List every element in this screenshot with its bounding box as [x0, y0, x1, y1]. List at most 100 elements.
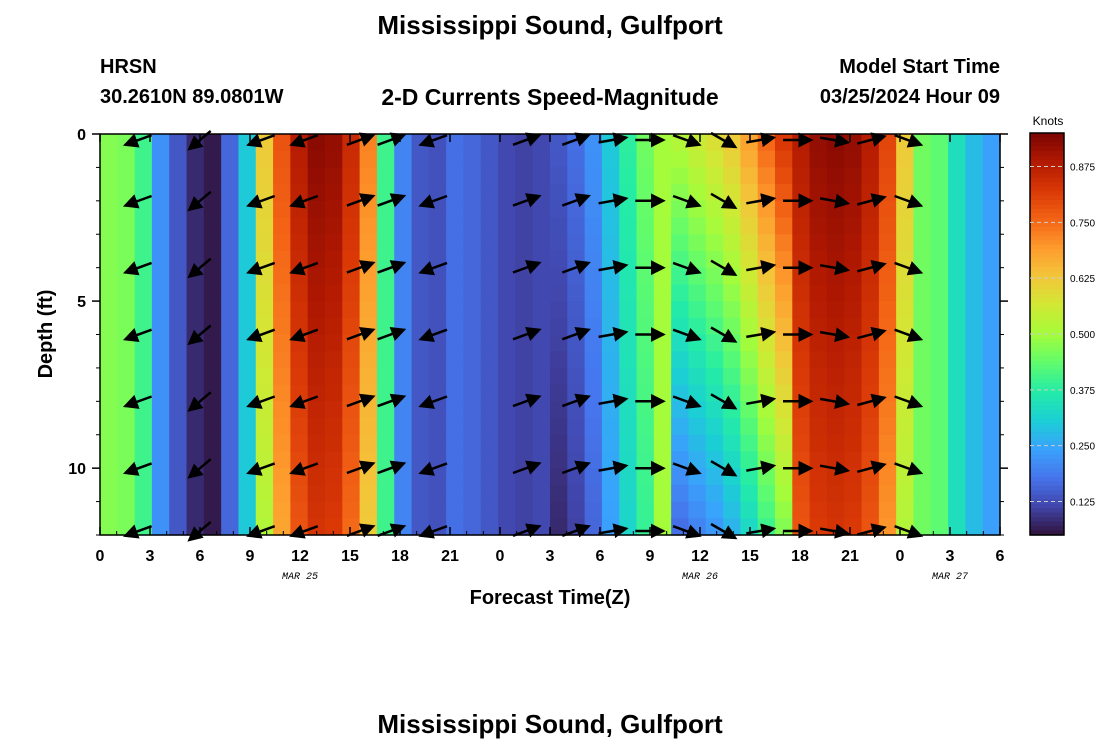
heatmap-cell	[151, 518, 170, 536]
heatmap-cell	[705, 267, 724, 285]
heatmap-cell	[498, 334, 516, 352]
heatmap-cell	[394, 401, 413, 419]
heatmap-cell	[411, 150, 430, 169]
heatmap-cell	[757, 501, 776, 519]
heatmap-cell	[775, 184, 793, 202]
colorbar-segment	[1030, 133, 1064, 139]
heatmap-cell	[792, 418, 811, 436]
heatmap-cell	[740, 217, 759, 235]
heatmap-cell	[775, 418, 793, 436]
heatmap-cell	[826, 501, 845, 519]
x-tick-label: 21	[441, 548, 459, 565]
heatmap-cell	[307, 501, 326, 519]
heatmap-cell	[273, 384, 291, 402]
heatmap-cell	[792, 301, 811, 319]
colorbar-segment	[1030, 414, 1064, 420]
colorbar-segment	[1030, 418, 1064, 424]
heatmap-cell	[809, 134, 828, 152]
heatmap-cell	[948, 267, 966, 285]
heatmap-cell	[221, 401, 240, 419]
heatmap-cell	[965, 134, 984, 152]
x-tick-label: 9	[646, 548, 655, 565]
colorbar-segment	[1030, 284, 1064, 290]
heatmap-cell	[134, 301, 153, 319]
heatmap-cell	[100, 418, 118, 436]
colorbar-segment	[1030, 378, 1064, 384]
heatmap-cell	[376, 434, 395, 453]
heatmap-cell	[221, 501, 240, 519]
heatmap-cell	[792, 384, 811, 402]
heatmap-cell	[982, 250, 1001, 269]
heatmap-cell	[446, 367, 465, 386]
heatmap-cell	[498, 484, 516, 503]
heatmap-cell	[619, 351, 638, 369]
heatmap-cell	[255, 200, 274, 219]
heatmap-cell	[792, 284, 811, 302]
heatmap-cell	[878, 167, 897, 185]
heatmap-cell	[169, 418, 188, 436]
heatmap-cell	[203, 250, 222, 269]
heatmap-cell	[480, 134, 499, 152]
heatmap-cell	[584, 351, 603, 369]
heatmap-cell	[948, 284, 966, 302]
heatmap-cell	[446, 418, 465, 436]
colorbar-segment	[1030, 459, 1064, 465]
heatmap-cell	[792, 334, 811, 352]
heatmap-cell	[723, 434, 741, 453]
heatmap-cell	[411, 301, 430, 319]
heatmap-cell	[394, 418, 413, 436]
heatmap-cell	[965, 184, 984, 202]
heatmap-cell	[532, 351, 551, 369]
heatmap-cell	[411, 434, 430, 453]
axes: 0 3 6 9 12 15 18 21 0 3 6 9 12 15 18 21 0 3 6 MAR 25 MAR 26 M…	[68, 127, 1008, 583]
heatmap-cell	[965, 501, 984, 519]
heatmap-cell	[498, 317, 516, 336]
heatmap-cell	[100, 250, 118, 269]
heatmap-cell	[203, 484, 222, 503]
current-arrow	[561, 460, 591, 475]
heatmap-cell	[376, 250, 395, 269]
heatmap-cell	[463, 167, 482, 185]
heatmap-cell	[775, 518, 793, 536]
heatmap-cell	[463, 184, 482, 202]
current-arrow	[187, 391, 212, 412]
heatmap-cell	[619, 234, 638, 252]
heatmap-cell	[463, 134, 482, 152]
heatmap-cell	[705, 468, 724, 486]
heatmap-cell	[584, 451, 603, 469]
heatmap-cell	[169, 468, 188, 486]
y-tick-label: 0	[77, 127, 86, 144]
heatmap-cell	[480, 451, 499, 469]
heatmap-cell	[273, 317, 291, 336]
heatmap-cell	[601, 501, 620, 519]
current-arrow	[894, 133, 924, 148]
colorbar-segment	[1030, 476, 1064, 482]
heatmap-cell	[653, 401, 672, 419]
heatmap-cell	[653, 267, 672, 285]
heatmap-cell	[861, 150, 880, 169]
heatmap-cell	[221, 234, 240, 252]
heatmap-cell	[775, 501, 793, 519]
heatmap-cell	[498, 518, 516, 536]
colorbar-segment	[1030, 235, 1064, 241]
current-arrow	[418, 461, 448, 476]
heatmap-cell	[515, 351, 534, 369]
heatmap-cell	[619, 484, 638, 503]
heatmap-cell	[550, 501, 568, 519]
heatmap-cell	[792, 468, 811, 486]
heatmap-cell	[463, 367, 482, 386]
heatmap-cell	[376, 418, 395, 436]
heatmap-cell	[238, 434, 257, 453]
heatmap-cell	[221, 250, 240, 269]
heatmap-cell	[792, 317, 811, 336]
heatmap-cell	[584, 367, 603, 386]
x-tick-label: 6	[996, 548, 1005, 565]
heatmap-cell	[411, 418, 430, 436]
current-arrow	[122, 133, 153, 148]
heatmap-cell	[913, 434, 932, 453]
heatmap-cell	[567, 367, 586, 386]
heatmap-cell	[792, 351, 811, 369]
heatmap-cell	[636, 150, 655, 169]
heatmap-cell	[861, 301, 880, 319]
heatmap-cell	[238, 317, 257, 336]
